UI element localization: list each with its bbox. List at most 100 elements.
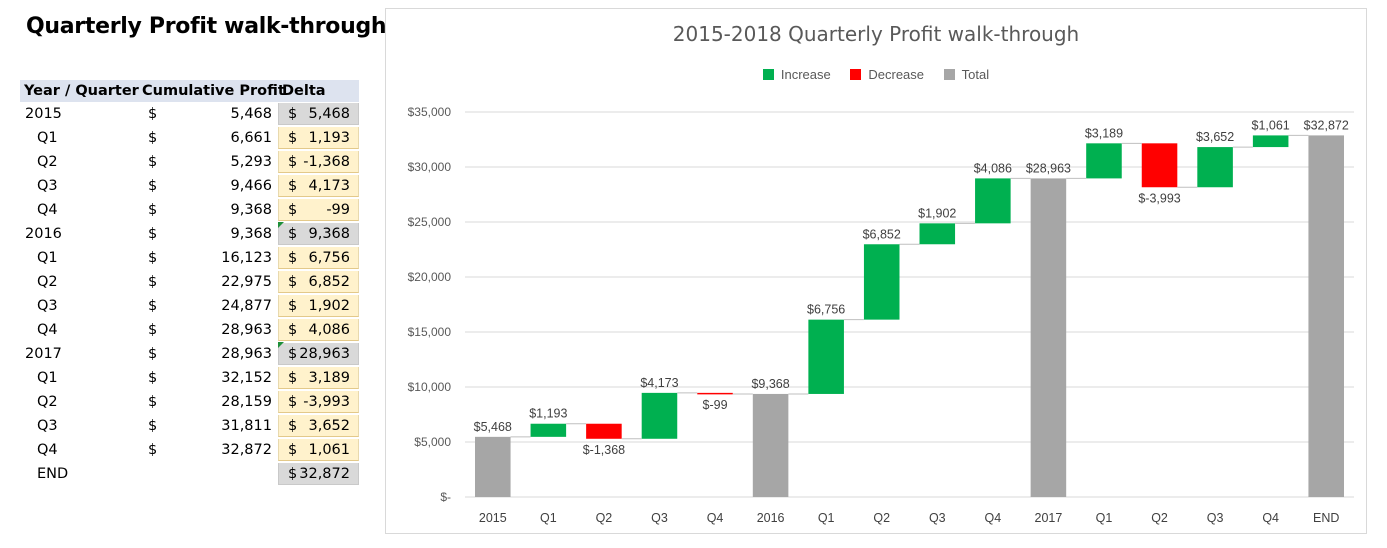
cumulative-currency-symbol: $ [148,322,158,338]
row-label: END [37,466,69,482]
data-label: $28,963 [1026,161,1071,175]
legend-item-total: Total [943,67,990,82]
table-row: Q4 $32,872 $1,061 [20,438,359,462]
delta-value: 3,652 [308,418,350,434]
delta-value: 6,852 [308,274,350,290]
waterfall-bar [752,393,789,497]
data-label: $3,189 [1085,126,1123,140]
x-tick-label: Q3 [1207,511,1224,525]
table-row: Q4 $28,963 $4,086 [20,318,359,342]
chart-title: 2015-2018 Quarterly Profit walk-through [672,22,1080,46]
cumulative-profit-value: 16,123 [221,250,272,266]
profit-table: Year / Quarter Cumulative Profit Delta 2… [20,80,359,486]
row-label: Q2 [37,394,58,410]
delta-currency-symbol: $ [288,154,298,170]
x-tick-label: 2016 [757,511,785,525]
legend-item-decrease: Decrease [850,67,924,82]
cumulative-currency-symbol: $ [148,370,158,386]
legend-swatch-decrease [850,69,862,80]
data-label: $9,368 [751,377,789,391]
data-label: $1,902 [918,206,956,220]
data-label: $-3,993 [1138,191,1180,205]
delta-cell: $28,963 [278,343,359,365]
row-label: 2016 [25,226,62,242]
delta-cell: $6,756 [278,247,359,269]
row-label: 2015 [25,106,62,122]
table-row: 2015 $5,468 $5,468 [20,102,359,126]
x-tick-label: Q3 [929,511,946,525]
cumulative-profit-value: 28,963 [221,322,272,338]
delta-currency-symbol: $ [288,346,298,362]
delta-currency-symbol: $ [288,274,298,290]
delta-value: -99 [326,202,350,218]
table-row: 2016 $9,368 $9,368 [20,222,359,246]
y-tick-label: $30,000 [408,160,452,174]
row-label: Q3 [37,178,58,194]
delta-cell: $ -99 [278,199,359,221]
delta-value: 5,468 [308,106,350,122]
x-tick-label: 2015 [479,511,507,525]
x-tick-label: Q4 [707,511,724,525]
delta-cell: $ -3,993 [278,391,359,413]
header-year-quarter: Year / Quarter [24,83,139,99]
delta-value: 1,902 [308,298,350,314]
data-label: $1,061 [1252,118,1290,132]
cumulative-profit-value: 9,368 [230,226,272,242]
page-title: Quarterly Profit walk-through [26,14,387,39]
cumulative-currency-symbol: $ [148,130,158,146]
x-tick-label: Q4 [985,511,1002,525]
row-label: Q1 [37,250,58,266]
x-tick-label: Q2 [1151,511,1168,525]
delta-cell: $6,852 [278,271,359,293]
data-label: $5,468 [474,420,512,434]
delta-cell: $32,872 [278,463,359,485]
delta-currency-symbol: $ [288,226,298,242]
cumulative-currency-symbol: $ [148,226,158,242]
data-label: $4,173 [640,376,678,390]
delta-currency-symbol: $ [288,298,298,314]
delta-cell: $3,189 [278,367,359,389]
waterfall-bar [1030,178,1067,498]
cumulative-profit-value: 28,159 [221,394,272,410]
cumulative-profit-value: 9,466 [230,178,272,194]
cumulative-currency-symbol: $ [148,202,158,218]
cumulative-currency-symbol: $ [148,418,158,434]
data-label: $6,756 [807,303,845,317]
delta-currency-symbol: $ [288,106,298,122]
y-tick-label: $35,000 [408,105,452,119]
cumulative-profit-value: 28,963 [221,346,272,362]
row-label: 2017 [25,346,62,362]
table-row: Q2 $22,975 $6,852 [20,270,359,294]
data-label: $32,872 [1304,118,1349,132]
delta-cell: $4,173 [278,175,359,197]
x-tick-label: 2017 [1035,511,1063,525]
table-row: Q1 $32,152 $3,189 [20,366,359,390]
delta-currency-symbol: $ [288,466,298,482]
legend-swatch-increase [762,69,774,80]
waterfall-bar [530,423,567,437]
legend-label-total: Total [961,67,990,82]
waterfall-bar [919,223,956,245]
delta-value: 1,193 [308,130,350,146]
data-label: $6,852 [863,227,901,241]
legend-label-decrease: Decrease [868,67,925,82]
waterfall-bar [697,392,733,395]
delta-cell: $3,652 [278,415,359,437]
delta-currency-symbol: $ [288,418,298,434]
cumulative-profit-value: 6,661 [230,130,272,146]
cumulative-profit-value: 24,877 [221,298,272,314]
cumulative-profit-value: 5,468 [230,106,272,122]
waterfall-bar [475,436,511,497]
table-row: 2017 $28,963 $28,963 [20,342,359,366]
delta-cell: $1,193 [278,127,359,149]
waterfall-bar [1086,143,1122,179]
table-row: Q1 $6,661 $1,193 [20,126,359,150]
chart-area[interactable]: 2015-2018 Quarterly Profit walk-through … [385,8,1367,534]
x-tick-label: END [1313,511,1339,525]
cumulative-currency-symbol: $ [148,274,158,290]
legend-label-increase: Increase [780,67,831,82]
y-tick-label: $15,000 [408,325,452,339]
delta-cell: $4,086 [278,319,359,341]
data-label: $3,652 [1196,130,1234,144]
row-label: Q4 [37,442,58,458]
